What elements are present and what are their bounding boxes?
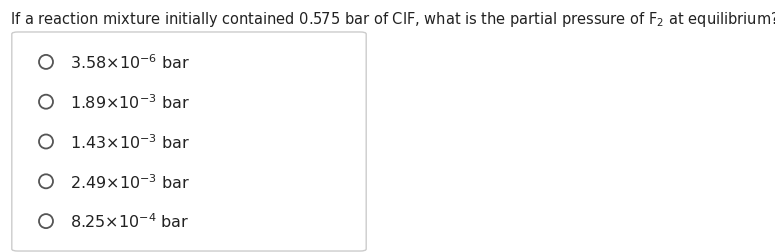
Text: $8.25{\times}10^{-4}$ bar: $8.25{\times}10^{-4}$ bar [70,212,189,231]
Text: $1.89{\times}10^{-3}$ bar: $1.89{\times}10^{-3}$ bar [70,93,190,112]
Text: $1.43{\times}10^{-3}$ bar: $1.43{\times}10^{-3}$ bar [70,133,190,151]
Text: If a reaction mixture initially contained 0.575 bar of ClF, what is the partial : If a reaction mixture initially containe… [10,10,775,29]
FancyBboxPatch shape [12,33,367,251]
Text: $2.49{\times}10^{-3}$ bar: $2.49{\times}10^{-3}$ bar [70,172,190,191]
Text: $3.58{\times}10^{-6}$ bar: $3.58{\times}10^{-6}$ bar [70,53,190,72]
